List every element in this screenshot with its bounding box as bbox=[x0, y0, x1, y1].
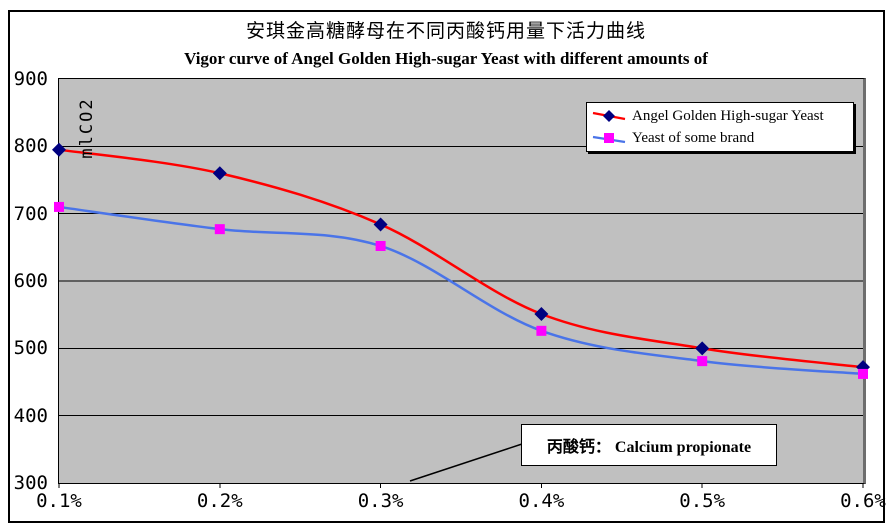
y-axis-tick-labels: 900 800 700 600 500 400 300 bbox=[6, 69, 48, 493]
legend-swatch-1 bbox=[592, 133, 626, 144]
annotation-box: 丙酸钙： Calcium propionate bbox=[521, 424, 777, 466]
chart-title-chinese: 安琪金高糖酵母在不同丙酸钙用量下活力曲线 bbox=[245, 20, 646, 42]
legend-label-brand: Yeast of some brand bbox=[632, 129, 755, 146]
x-tick-label: 0.1% bbox=[36, 490, 82, 512]
x-tick-label: 0.5% bbox=[679, 490, 726, 512]
y-tick-label: 300 bbox=[13, 472, 48, 494]
legend-item-angel: Angel Golden High-sugar Yeast bbox=[591, 105, 849, 127]
plot-svg bbox=[52, 142, 870, 488]
legend-item-brand: Yeast of some brand bbox=[591, 127, 849, 149]
legend-label-angel: Angel Golden High-sugar Yeast bbox=[632, 107, 824, 124]
y-tick-label: 400 bbox=[13, 404, 48, 427]
y-tick-label: 900 bbox=[13, 68, 48, 90]
y-tick-label: 700 bbox=[13, 202, 48, 225]
y-tick-label: 800 bbox=[13, 135, 48, 158]
x-tick-label: 0.2% bbox=[196, 490, 243, 512]
y-tick-label: 500 bbox=[13, 337, 48, 360]
x-tick-label: 0.4% bbox=[518, 490, 565, 512]
y-axis-unit-label: mlCO2 bbox=[77, 97, 97, 159]
chart-title-english: Vigor curve of Angel Golden High-sugar Y… bbox=[184, 49, 708, 68]
x-tick-label: 0.6% bbox=[840, 490, 886, 512]
legend: Angel Golden High-sugar Yeast Yeast of s… bbox=[586, 102, 854, 152]
x-tick-label: 0.3% bbox=[357, 490, 404, 512]
y-tick-label: 600 bbox=[13, 270, 48, 292]
legend-swatch-0 bbox=[592, 110, 626, 122]
x-axis-tick-labels: 0.1% 0.2% 0.3% 0.4% 0.5% 0.6% bbox=[36, 490, 886, 514]
